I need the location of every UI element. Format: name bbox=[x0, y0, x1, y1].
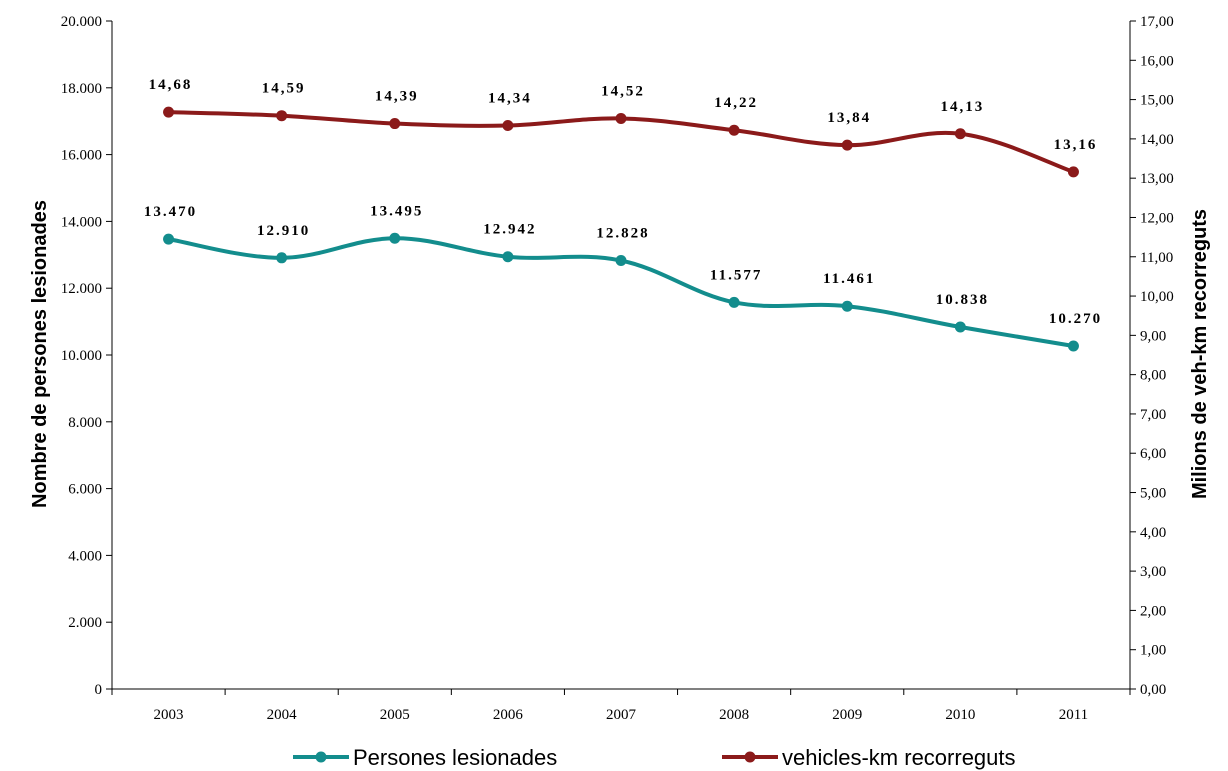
data-label-persones-lesionades: 10.270 bbox=[1049, 311, 1102, 327]
data-label-persones-lesionades: 13.495 bbox=[370, 203, 423, 219]
data-label-vehicles-km-recorreguts: 14,22 bbox=[714, 95, 758, 111]
x-tick-label: 2008 bbox=[719, 707, 749, 723]
left-tick-label: 2.000 bbox=[68, 615, 102, 631]
right-tick-label: 4,00 bbox=[1140, 525, 1166, 541]
data-label-vehicles-km-recorreguts: 13,16 bbox=[1054, 137, 1098, 153]
left-tick-label: 0 bbox=[95, 682, 103, 698]
legend: Persones lesionades vehicles-km recorregu… bbox=[293, 745, 1016, 770]
data-label-vehicles-km-recorreguts: 14,59 bbox=[262, 81, 306, 97]
x-tick-label: 2003 bbox=[154, 707, 184, 723]
data-label-persones-lesionades: 11.461 bbox=[823, 271, 875, 287]
data-label-vehicles-km-recorreguts: 14,39 bbox=[375, 89, 419, 105]
legend-label-vehicles-km-recorreguts: vehicles-km recorreguts bbox=[782, 745, 1016, 770]
x-tick-label: 2011 bbox=[1059, 707, 1088, 723]
right-tick-label: 11,00 bbox=[1140, 250, 1173, 266]
right-tick-label: 5,00 bbox=[1140, 486, 1166, 502]
x-tick-label: 2004 bbox=[267, 707, 298, 723]
right-axis-ticks: 0,00 1,00 2,00 3,00 4,00 5,00 6,00 7,00 8,00 9,00… bbox=[1130, 14, 1174, 698]
right-tick-label: 13,00 bbox=[1140, 171, 1174, 187]
right-tick-label: 9,00 bbox=[1140, 328, 1166, 344]
data-point-vehicles-km-recorreguts bbox=[1067, 166, 1079, 178]
data-point-persones-lesionades bbox=[502, 251, 514, 263]
legend-label-persones-lesionades: Persones lesionades bbox=[353, 745, 557, 770]
right-tick-label: 8,00 bbox=[1140, 368, 1166, 384]
right-tick-label: 15,00 bbox=[1140, 93, 1174, 109]
data-point-vehicles-km-recorreguts bbox=[728, 124, 740, 136]
left-axis-ticks: 0 2.000 4.000 6.000 8.000 10.000 12.000 14.000 1… bbox=[61, 14, 112, 698]
data-label-vehicles-km-recorreguts: 14,52 bbox=[601, 83, 645, 99]
left-tick-label: 12.000 bbox=[61, 281, 102, 297]
x-tick-label: 2010 bbox=[945, 707, 975, 723]
right-tick-label: 17,00 bbox=[1140, 14, 1174, 30]
left-tick-label: 6.000 bbox=[68, 482, 102, 498]
data-point-vehicles-km-recorreguts bbox=[163, 106, 175, 118]
data-point-vehicles-km-recorreguts bbox=[502, 120, 514, 132]
data-point-persones-lesionades bbox=[841, 300, 853, 312]
data-point-vehicles-km-recorreguts bbox=[389, 118, 401, 130]
x-tick-label: 2007 bbox=[606, 707, 637, 723]
left-tick-label: 14.000 bbox=[61, 214, 102, 230]
right-tick-label: 12,00 bbox=[1140, 210, 1174, 226]
right-tick-label: 1,00 bbox=[1140, 643, 1166, 659]
data-label-persones-lesionades: 12.942 bbox=[483, 222, 536, 238]
x-tick-label: 2009 bbox=[832, 707, 862, 723]
data-point-persones-lesionades bbox=[615, 255, 627, 267]
left-tick-label: 16.000 bbox=[61, 148, 102, 164]
left-tick-label: 4.000 bbox=[68, 548, 102, 564]
data-point-vehicles-km-recorreguts bbox=[615, 112, 627, 124]
data-point-persones-lesionades bbox=[728, 296, 740, 308]
data-label-vehicles-km-recorreguts: 14,34 bbox=[488, 91, 532, 107]
right-tick-label: 16,00 bbox=[1140, 53, 1174, 69]
data-label-persones-lesionades: 11.577 bbox=[710, 267, 762, 283]
data-labels: 13.470 12.910 13.495 12.942 12.828 11.577 11.4… bbox=[144, 77, 1102, 327]
x-tick-label: 2006 bbox=[493, 707, 524, 723]
data-point-persones-lesionades bbox=[163, 233, 175, 245]
right-tick-label: 7,00 bbox=[1140, 407, 1166, 423]
data-point-vehicles-km-recorreguts bbox=[954, 128, 966, 140]
left-tick-label: 10.000 bbox=[61, 348, 102, 364]
right-tick-label: 14,00 bbox=[1140, 132, 1174, 148]
data-point-vehicles-km-recorreguts bbox=[841, 139, 853, 151]
data-label-vehicles-km-recorreguts: 13,84 bbox=[827, 110, 871, 126]
data-label-vehicles-km-recorreguts: 14,68 bbox=[149, 77, 193, 93]
legend-swatch-marker-vehicles-km-recorreguts bbox=[744, 751, 756, 763]
right-tick-label: 6,00 bbox=[1140, 446, 1166, 462]
left-axis-title: Nombre de persones lesionades bbox=[29, 200, 51, 508]
x-tick-label: 2005 bbox=[380, 707, 410, 723]
right-tick-label: 10,00 bbox=[1140, 289, 1174, 305]
data-label-vehicles-km-recorreguts: 14,13 bbox=[940, 99, 984, 115]
x-axis-ticks: 2003 2004 2005 2006 2007 2008 2009 2010 2011 bbox=[111, 689, 1131, 723]
data-point-persones-lesionades bbox=[1067, 340, 1079, 352]
series-layer bbox=[163, 106, 1079, 352]
legend-swatch-marker-persones-lesionades bbox=[315, 751, 327, 763]
data-point-persones-lesionades bbox=[389, 232, 401, 244]
left-tick-label: 20.000 bbox=[61, 14, 102, 30]
data-point-persones-lesionades bbox=[954, 321, 966, 333]
right-tick-label: 3,00 bbox=[1140, 564, 1166, 580]
right-axis-title: Milions de veh-km recorreguts bbox=[1189, 209, 1211, 499]
data-label-persones-lesionades: 10.838 bbox=[936, 292, 989, 308]
data-point-persones-lesionades bbox=[276, 252, 288, 264]
right-tick-label: 0,00 bbox=[1140, 682, 1166, 698]
data-label-persones-lesionades: 13.470 bbox=[144, 204, 197, 220]
data-label-persones-lesionades: 12.828 bbox=[596, 226, 649, 242]
right-tick-label: 2,00 bbox=[1140, 603, 1166, 619]
left-tick-label: 18.000 bbox=[61, 81, 102, 97]
data-label-persones-lesionades: 12.910 bbox=[257, 223, 310, 239]
data-point-vehicles-km-recorreguts bbox=[276, 110, 288, 122]
left-tick-label: 8.000 bbox=[68, 415, 102, 431]
